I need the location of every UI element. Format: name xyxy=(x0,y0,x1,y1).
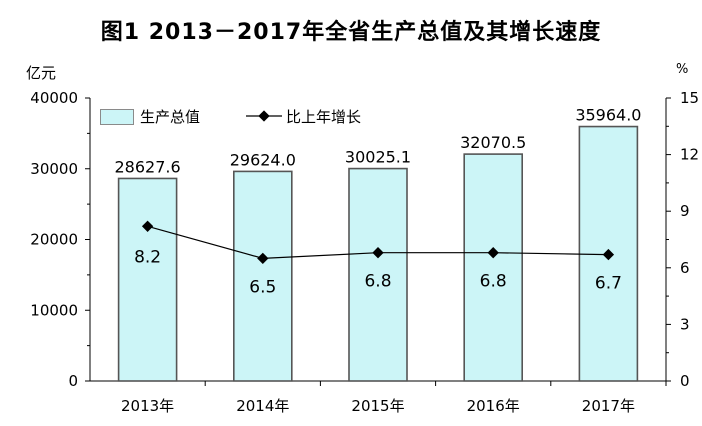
growth-point xyxy=(487,247,499,259)
growth-point xyxy=(602,248,615,261)
left-tick-label: 0 xyxy=(68,372,78,390)
legend-bar-swatch xyxy=(100,109,134,125)
bar-value-label: 28627.6 xyxy=(115,157,181,176)
left-tick-label: 40000 xyxy=(30,89,78,107)
growth-value-label: 6.8 xyxy=(364,272,391,292)
right-tick-label: 3 xyxy=(680,315,690,333)
growth-point xyxy=(372,247,384,259)
growth-value-label: 6.5 xyxy=(249,277,276,297)
growth-value-label: 6.7 xyxy=(595,274,622,294)
right-axis-unit: % xyxy=(676,62,689,77)
bar-gdp xyxy=(233,170,293,382)
x-tick-label: 2016年 xyxy=(467,397,520,415)
x-tick-label: 2013年 xyxy=(121,397,174,415)
right-tick-label: 6 xyxy=(680,259,690,277)
growth-value-label: 6.8 xyxy=(480,272,507,292)
left-tick-label: 30000 xyxy=(30,160,78,178)
bar-value-label: 29624.0 xyxy=(230,150,296,169)
legend-label-growth: 比上年增长 xyxy=(286,108,362,126)
left-axis-unit: 亿元 xyxy=(26,64,57,82)
chart-title: 图1 2013－2017年全省生产总值及其增长速度 xyxy=(100,20,602,45)
bar-gdp xyxy=(117,177,178,382)
bar-gdp xyxy=(348,167,408,382)
x-tick-label: 2014年 xyxy=(236,397,289,415)
bar-value-label: 32070.5 xyxy=(460,133,526,152)
bar-gdp xyxy=(463,153,524,382)
growth-point xyxy=(257,252,269,265)
growth-value-label: 8.2 xyxy=(134,247,161,267)
right-tick-label: 9 xyxy=(680,202,690,220)
right-tick-label: 12 xyxy=(680,146,699,164)
growth-point xyxy=(141,220,154,232)
left-tick-label: 10000 xyxy=(30,301,78,319)
x-tick-label: 2017年 xyxy=(582,397,635,415)
bar-value-label: 30025.1 xyxy=(345,148,411,167)
x-tick-label: 2015年 xyxy=(351,397,404,415)
legend-line-swatch xyxy=(246,110,282,122)
bar-value-label: 35964.0 xyxy=(575,106,641,125)
right-tick-label: 0 xyxy=(680,372,690,390)
left-tick-label: 20000 xyxy=(30,231,78,249)
legend-label-gdp: 生产总值 xyxy=(140,108,201,126)
right-tick-label: 15 xyxy=(680,89,699,107)
